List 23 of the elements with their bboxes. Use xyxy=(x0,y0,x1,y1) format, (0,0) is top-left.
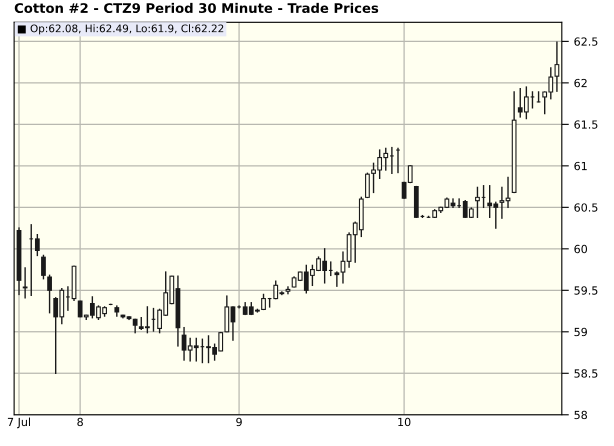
candlestick xyxy=(41,254,46,280)
candlestick xyxy=(22,267,28,298)
y-tick-label: 59 xyxy=(574,328,587,336)
y-tick-label: 62 xyxy=(574,78,587,88)
candlestick xyxy=(47,274,52,314)
y-tick-label: 58 xyxy=(574,410,587,420)
x-tick-label: 7 Jul xyxy=(8,418,30,428)
y-tick-label: 58.5 xyxy=(574,369,598,378)
candlestick xyxy=(114,305,120,317)
x-tick-label: 9 xyxy=(236,418,242,426)
candlestick xyxy=(34,234,40,256)
y-tick-label: 60.5 xyxy=(574,203,598,212)
x-tick-label: 10 xyxy=(398,418,410,426)
candlestick xyxy=(334,271,340,287)
y-tick-label: 59.5 xyxy=(574,286,598,295)
y-tick-label: 60 xyxy=(574,244,588,254)
y-tick-label: 61.5 xyxy=(574,120,598,129)
annotation: ■ Op:62.08, Hi:62.49, Lo:61.9, Cl:62.22 xyxy=(18,24,224,34)
chart-title: Cotton #2 - CTZ9 Period 30 Minute - Trade Prices xyxy=(14,2,378,14)
y-tick-label: 61 xyxy=(574,162,587,170)
y-tick-label: 62.5 xyxy=(574,37,598,46)
x-tick-label: 8 xyxy=(77,418,83,426)
candlestick xyxy=(132,318,138,334)
